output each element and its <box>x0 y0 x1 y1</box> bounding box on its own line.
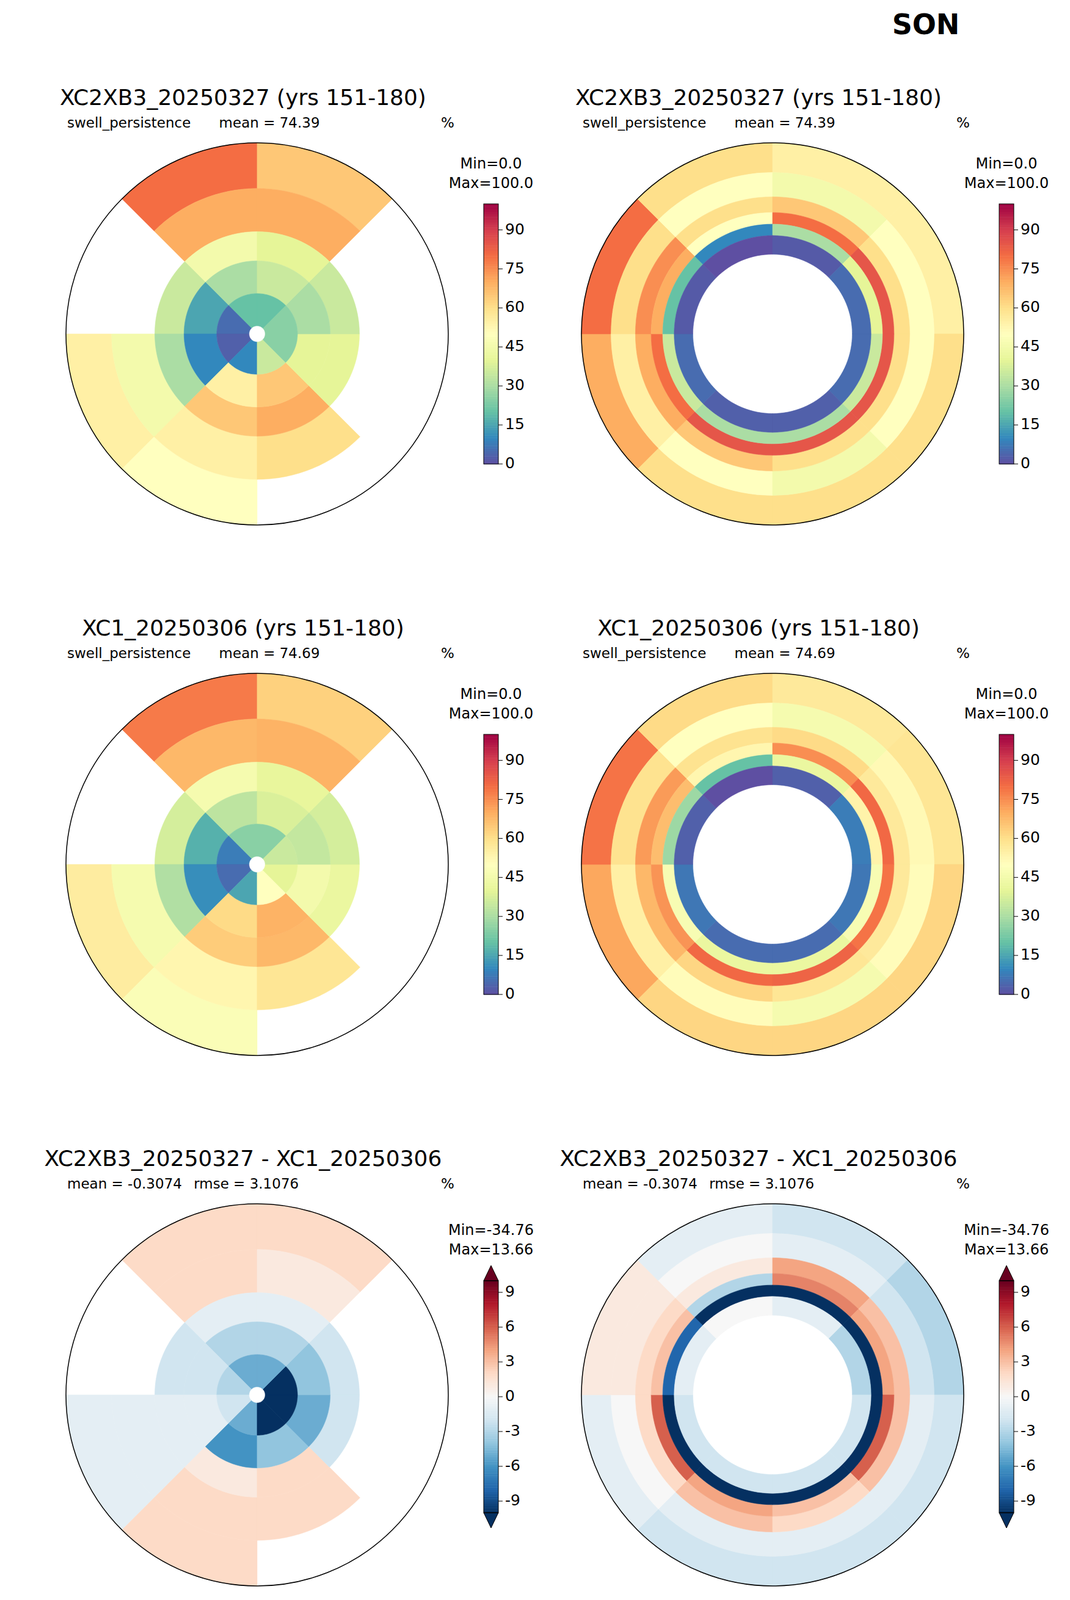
svg-text:0: 0 <box>505 1387 515 1406</box>
svg-text:3: 3 <box>505 1352 515 1371</box>
svg-text:-6: -6 <box>1020 1457 1036 1475</box>
svg-text:Min=0.0: Min=0.0 <box>460 685 523 703</box>
svg-text:Min=0.0: Min=0.0 <box>460 155 523 173</box>
svg-text:%: % <box>440 645 455 662</box>
svg-text:60: 60 <box>505 298 525 316</box>
svg-text:90: 90 <box>1020 220 1041 239</box>
svg-text:6: 6 <box>1020 1317 1031 1336</box>
svg-text:%: % <box>956 645 970 662</box>
svg-text:45: 45 <box>1020 867 1041 886</box>
svg-text:60: 60 <box>505 828 525 847</box>
svg-text:0: 0 <box>1020 454 1031 473</box>
svg-text:mean = 74.69: mean = 74.69 <box>734 645 836 662</box>
svg-text:mean = 74.39: mean = 74.39 <box>734 114 836 131</box>
svg-text:%: % <box>440 114 455 131</box>
svg-text:-3: -3 <box>505 1422 521 1441</box>
svg-text:0: 0 <box>505 454 515 473</box>
svg-text:XC2XB3_20250327 - XC1_20250306: XC2XB3_20250327 - XC1_20250306 <box>44 1146 443 1172</box>
svg-text:15: 15 <box>1020 946 1041 964</box>
svg-text:rmse = 3.1076: rmse = 3.1076 <box>709 1176 815 1193</box>
svg-text:30: 30 <box>1020 906 1041 925</box>
svg-text:Max=100.0: Max=100.0 <box>964 705 1049 723</box>
svg-text:0: 0 <box>1020 1387 1031 1406</box>
svg-text:XC1_20250306 (yrs 151-180): XC1_20250306 (yrs 151-180) <box>81 615 405 641</box>
svg-text:15: 15 <box>1020 415 1041 434</box>
svg-text:rmse = 3.1076: rmse = 3.1076 <box>193 1176 299 1193</box>
svg-text:Min=0.0: Min=0.0 <box>975 685 1038 703</box>
svg-text:60: 60 <box>1020 828 1041 847</box>
svg-text:90: 90 <box>505 220 525 239</box>
svg-text:Max=100.0: Max=100.0 <box>448 174 534 192</box>
svg-text:75: 75 <box>1020 259 1041 278</box>
svg-text:15: 15 <box>505 946 525 964</box>
svg-text:9: 9 <box>505 1283 515 1301</box>
svg-text:SON: SON <box>892 7 961 41</box>
svg-text:0: 0 <box>1020 985 1031 1003</box>
svg-text:mean = -0.3074: mean = -0.3074 <box>582 1176 698 1193</box>
svg-text:45: 45 <box>1020 337 1041 355</box>
svg-text:0: 0 <box>505 985 515 1003</box>
svg-text:6: 6 <box>505 1317 515 1336</box>
svg-text:mean = -0.3074: mean = -0.3074 <box>67 1176 182 1193</box>
svg-text:Min=0.0: Min=0.0 <box>975 155 1038 173</box>
svg-text:45: 45 <box>505 867 525 886</box>
svg-text:Max=13.66: Max=13.66 <box>448 1241 534 1259</box>
svg-text:Max=13.66: Max=13.66 <box>964 1241 1049 1259</box>
svg-text:75: 75 <box>505 259 525 278</box>
svg-text:90: 90 <box>1020 751 1041 769</box>
svg-text:3: 3 <box>1020 1352 1031 1371</box>
svg-text:XC2XB3_20250327 (yrs 151-180): XC2XB3_20250327 (yrs 151-180) <box>575 84 942 110</box>
svg-text:Max=100.0: Max=100.0 <box>964 174 1049 192</box>
svg-text:XC1_20250306 (yrs 151-180): XC1_20250306 (yrs 151-180) <box>597 615 920 641</box>
svg-text:-6: -6 <box>505 1457 521 1475</box>
svg-text:-3: -3 <box>1020 1422 1036 1441</box>
svg-text:swell_persistence: swell_persistence <box>67 645 191 662</box>
svg-text:XC2XB3_20250327 - XC1_20250306: XC2XB3_20250327 - XC1_20250306 <box>560 1146 958 1172</box>
svg-text:90: 90 <box>505 751 525 769</box>
svg-text:75: 75 <box>505 790 525 808</box>
svg-text:XC2XB3_20250327 (yrs 151-180): XC2XB3_20250327 (yrs 151-180) <box>59 84 427 110</box>
svg-text:swell_persistence: swell_persistence <box>582 114 707 131</box>
svg-text:-9: -9 <box>1020 1492 1036 1510</box>
svg-text:%: % <box>440 1176 455 1193</box>
svg-text:75: 75 <box>1020 790 1041 808</box>
svg-text:30: 30 <box>505 906 525 925</box>
svg-text:60: 60 <box>1020 298 1041 316</box>
svg-text:Min=-34.76: Min=-34.76 <box>448 1222 534 1240</box>
svg-text:mean = 74.39: mean = 74.39 <box>219 114 321 131</box>
svg-text:%: % <box>956 1176 970 1193</box>
svg-text:swell_persistence: swell_persistence <box>582 645 707 662</box>
svg-text:%: % <box>956 114 970 131</box>
svg-text:mean = 74.69: mean = 74.69 <box>219 645 321 662</box>
svg-text:-9: -9 <box>505 1492 521 1510</box>
svg-text:9: 9 <box>1020 1283 1031 1301</box>
svg-text:15: 15 <box>505 415 525 434</box>
svg-text:Max=100.0: Max=100.0 <box>448 705 534 723</box>
svg-text:30: 30 <box>505 376 525 394</box>
svg-text:swell_persistence: swell_persistence <box>67 114 191 131</box>
svg-text:45: 45 <box>505 337 525 355</box>
svg-text:Min=-34.76: Min=-34.76 <box>963 1222 1050 1240</box>
svg-text:30: 30 <box>1020 376 1041 394</box>
